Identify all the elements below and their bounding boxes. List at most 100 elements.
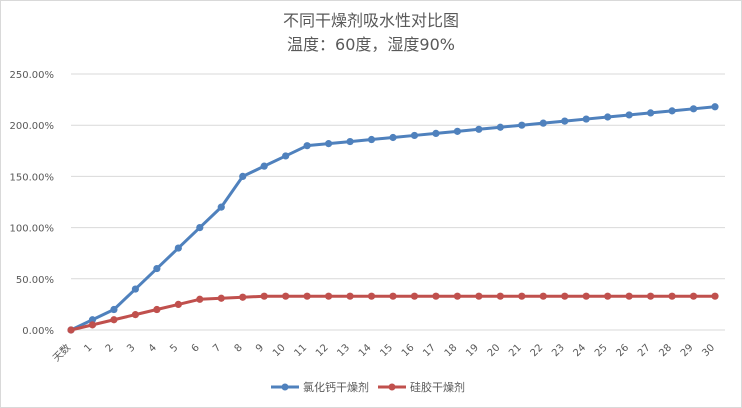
series-1-point — [604, 113, 612, 121]
series-2-point — [561, 292, 569, 300]
series-2-point — [647, 292, 655, 300]
x-tick-label: 5 — [168, 342, 180, 354]
series-2-point — [453, 292, 461, 300]
series-2-point — [282, 292, 290, 300]
x-tick-label: 16 — [400, 342, 417, 359]
x-tick-label: 17 — [421, 342, 438, 359]
x-tick-label: 26 — [614, 342, 631, 359]
series-1-point — [346, 137, 354, 146]
x-tick-label: 14 — [357, 342, 374, 359]
series-1-point — [518, 121, 526, 129]
grid-lines — [71, 73, 725, 331]
y-tick-label: 250.00% — [10, 70, 55, 81]
chart-title: 不同干燥剂吸水性对比图 — [283, 11, 459, 30]
series-2-point — [67, 326, 75, 334]
series-1-point — [217, 203, 225, 211]
x-tick-label: 27 — [636, 342, 653, 359]
x-tick-label: 1 — [82, 342, 94, 354]
series-2-point — [110, 316, 118, 324]
legend-series-2-marker — [388, 383, 396, 391]
series-1-point — [582, 115, 590, 123]
series-2-point — [625, 292, 633, 300]
x-tick-label: 2 — [104, 342, 116, 354]
y-tick-label: 150.00% — [10, 172, 55, 183]
x-axis-labels: 天数 1 2 3 4 5 6 7 8 9 10 11 12 13 14 15 16 17 18 19 20 21 22 23 2… — [50, 341, 717, 364]
x-tick-label: 8 — [233, 342, 245, 354]
x-tick-label: 24 — [572, 342, 589, 359]
x-tick-label: 13 — [335, 342, 352, 359]
x-tick-label: 18 — [443, 342, 460, 359]
series-2-point — [303, 292, 311, 300]
x-tick-label: 10 — [271, 342, 288, 359]
series-1-point — [625, 111, 633, 119]
series-1-point — [561, 117, 569, 125]
series-1-point — [367, 135, 376, 144]
x-tick-label: 9 — [254, 342, 266, 354]
legend-series-2-label: 硅胶干燥剂 — [410, 380, 465, 394]
series-1-point — [389, 133, 397, 142]
x-tick-label: 19 — [464, 342, 481, 359]
series-2-point — [389, 292, 397, 300]
series-2-point — [689, 292, 698, 300]
series-layer — [67, 103, 719, 334]
series-2-point — [711, 292, 719, 300]
x-tick-label: 22 — [529, 342, 546, 359]
series-2-point — [518, 292, 526, 300]
series-1-point — [475, 125, 483, 133]
legend: 氯化钙干燥剂 硅胶干燥剂 — [271, 380, 465, 394]
x-tick-label: 11 — [292, 342, 309, 359]
series-2-point — [668, 292, 676, 300]
series-2-point — [604, 292, 612, 300]
series-2-point — [88, 321, 97, 329]
series-2-point — [539, 292, 547, 300]
series-1-point — [153, 264, 161, 273]
series-2-point — [217, 294, 225, 302]
series-2-point — [410, 292, 419, 300]
legend-series-1-marker — [281, 383, 289, 391]
series-1-point — [689, 105, 698, 113]
x-tick-label: 天数 — [50, 341, 73, 364]
x-tick-label: 3 — [125, 342, 137, 354]
y-tick-label: 50.00% — [16, 275, 54, 286]
series-2-point — [432, 292, 440, 300]
x-tick-label: 7 — [211, 342, 223, 354]
series-1-point — [260, 162, 268, 170]
x-tick-label: 12 — [314, 342, 331, 359]
series-2-point — [367, 292, 376, 300]
series-1-point — [496, 123, 504, 131]
series-1-point — [88, 316, 97, 324]
series-1-point — [303, 142, 311, 150]
x-tick-label: 20 — [486, 342, 503, 359]
y-tick-label: 0.00% — [22, 326, 54, 337]
x-tick-label: 29 — [679, 342, 696, 359]
series-1-point — [453, 127, 461, 135]
series-1-point — [432, 129, 440, 137]
series-1-point — [196, 224, 204, 232]
series-2-point — [325, 292, 333, 300]
chart-subtitle: 温度：60度，湿度90% — [287, 35, 455, 54]
series-1-point — [325, 140, 333, 148]
series-1-point — [539, 119, 547, 127]
series-1-point — [410, 131, 419, 140]
x-tick-label: 23 — [550, 342, 567, 359]
series-1-point — [131, 285, 139, 293]
x-tick-label: 28 — [657, 342, 674, 359]
series-2-point — [260, 292, 268, 300]
series-1-point — [239, 172, 247, 180]
x-tick-label: 15 — [378, 342, 395, 359]
series-2-point — [153, 305, 161, 314]
series-1-point — [711, 103, 719, 111]
series-1-point — [647, 109, 655, 117]
x-tick-label: 4 — [147, 342, 159, 354]
series-2-line — [69, 294, 717, 332]
series-2-point — [346, 292, 354, 300]
series-2-point — [196, 295, 204, 303]
series-1-point — [282, 152, 290, 160]
series-2-point — [174, 300, 182, 308]
x-tick-label: 25 — [593, 342, 610, 359]
series-1-point — [174, 244, 182, 252]
series-1-point — [110, 305, 118, 314]
series-2-point — [582, 292, 590, 300]
